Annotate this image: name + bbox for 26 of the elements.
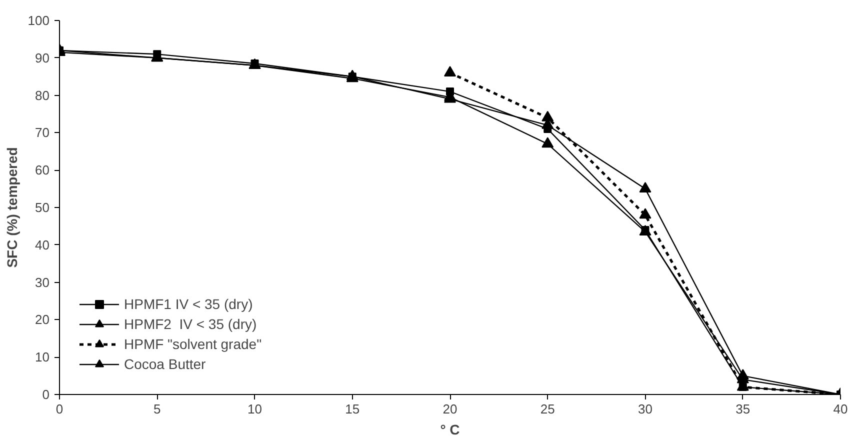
- x-tick-label: 35: [736, 402, 750, 416]
- y-tick-label: 70: [35, 125, 50, 140]
- x-tick-label: 20: [442, 402, 458, 416]
- y-axis-title: SFC (%) tempered: [4, 147, 20, 268]
- y-tick-label: 90: [35, 50, 50, 66]
- x-tick-label: 15: [345, 402, 360, 416]
- legend-label: HPMF "solvent grade": [124, 336, 262, 352]
- x-axis-title: ° C: [440, 422, 460, 438]
- y-tick-label: 60: [35, 162, 50, 178]
- x-tick-label: 5: [154, 402, 161, 416]
- x-tick-label: 40: [833, 402, 848, 416]
- legend-label: HPMF1 IV < 35 (dry): [124, 296, 253, 312]
- y-tick-label: 10: [35, 350, 50, 365]
- y-tick-label: 100: [28, 13, 50, 28]
- y-tick-label: 20: [35, 312, 50, 328]
- x-tick-label: 30: [638, 402, 652, 416]
- y-tick-label: 30: [35, 274, 50, 290]
- x-tick-label: 0: [56, 402, 64, 416]
- y-tick-label: 80: [35, 88, 50, 103]
- y-tick-label: 0: [42, 387, 50, 402]
- y-tick-label: 40: [35, 237, 50, 252]
- legend-label: Cocoa Butter: [124, 356, 206, 372]
- x-tick-label: 10: [248, 402, 262, 416]
- x-tick-label: 25: [540, 402, 555, 416]
- y-tick-label: 50: [35, 200, 50, 215]
- legend-label: HPMF2 IV < 35 (dry): [124, 316, 257, 332]
